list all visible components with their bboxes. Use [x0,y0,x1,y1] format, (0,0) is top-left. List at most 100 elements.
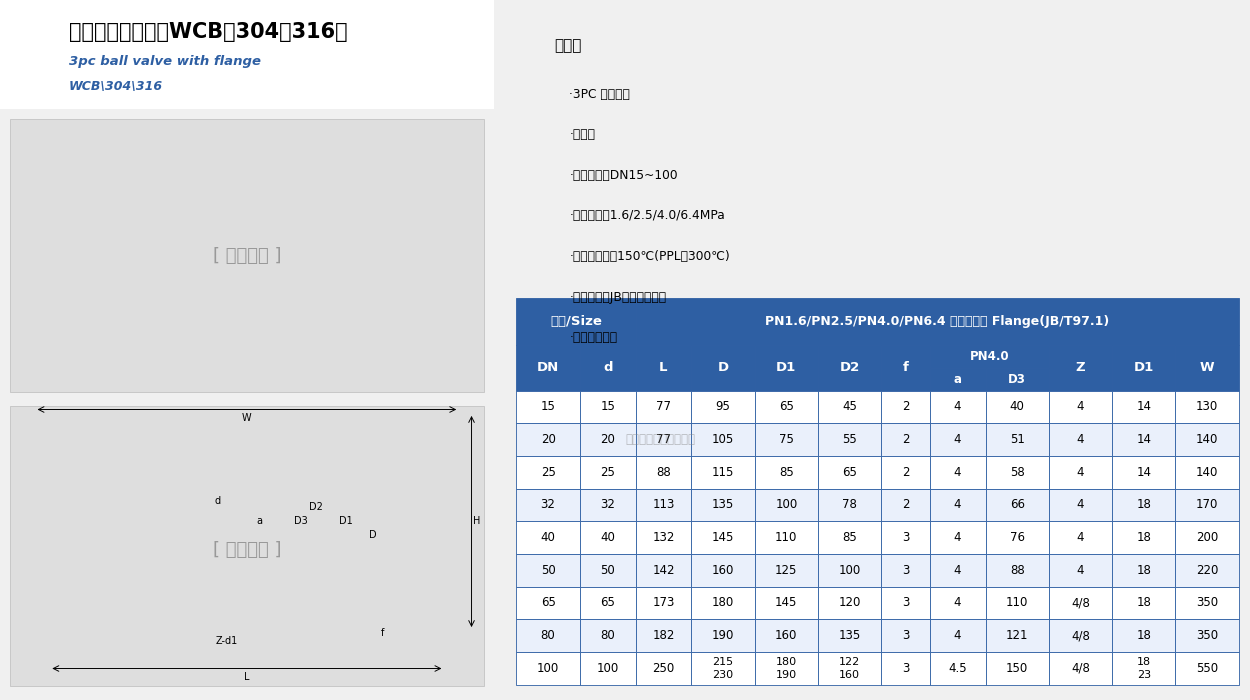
Text: 121: 121 [1006,629,1029,642]
Text: 3: 3 [901,531,909,544]
Text: 15: 15 [600,400,615,414]
Text: 14: 14 [1136,400,1151,414]
Text: 4: 4 [1076,433,1084,446]
Bar [1175,554,1239,587]
Bar [1175,391,1239,424]
Bar [635,345,691,391]
Text: 4: 4 [954,466,961,479]
Bar [1049,554,1112,587]
Bar [580,391,635,424]
Text: 45: 45 [842,400,858,414]
Text: 特点：: 特点： [554,38,581,53]
Bar [930,522,985,554]
Text: a: a [954,372,961,386]
Bar [1049,345,1112,391]
Bar [580,345,635,391]
Text: 4: 4 [1076,400,1084,414]
Text: 三片式法兰球阀（WCB、304、316）: 三片式法兰球阀（WCB、304、316） [69,22,348,41]
Text: 145: 145 [711,531,734,544]
Text: 140: 140 [1196,466,1219,479]
Text: ·法兰标准按JB，也可按美标: ·法兰标准按JB，也可按美标 [570,290,666,304]
Text: 150: 150 [1006,662,1029,675]
Bar [755,345,818,391]
Bar [818,620,881,652]
Bar [691,391,755,424]
Bar [635,652,691,685]
Bar [818,587,881,620]
Bar [930,620,985,652]
Bar [635,456,691,489]
Bar [881,620,930,652]
Bar [818,456,881,489]
Bar [930,391,985,424]
Text: 100: 100 [839,564,861,577]
Bar [10,406,484,686]
Text: 40: 40 [600,531,615,544]
Text: [ 技术图纸 ]: [ 技术图纸 ] [213,540,281,559]
Text: 550: 550 [1196,662,1218,675]
Bar [516,620,580,652]
Text: 230: 230 [712,670,734,680]
Text: D1: D1 [339,517,352,526]
Text: 4: 4 [1076,466,1084,479]
Bar [0,0,494,108]
Bar [1175,345,1239,391]
Text: 4.5: 4.5 [949,662,968,675]
Text: 25: 25 [541,466,555,479]
Text: 51: 51 [1010,433,1025,446]
Text: 4: 4 [954,629,961,642]
Text: 25: 25 [600,466,615,479]
Bar [930,368,985,391]
Bar [1049,489,1112,522]
Bar [691,652,755,685]
Text: D2: D2 [309,503,322,512]
Bar [516,522,580,554]
Bar [580,620,635,652]
Text: 18: 18 [1136,596,1151,610]
Bar [580,456,635,489]
Text: 135: 135 [839,629,861,642]
Text: 77: 77 [656,400,671,414]
Bar [1175,522,1239,554]
Text: D: D [369,531,376,540]
Bar [881,345,930,391]
Text: 350: 350 [1196,596,1218,610]
Bar [1175,587,1239,620]
Bar [930,587,985,620]
Text: 140: 140 [1196,433,1219,446]
Bar [635,424,691,456]
Bar [930,554,985,587]
Text: D3: D3 [1009,372,1026,386]
Text: 95: 95 [715,400,730,414]
Bar [635,298,1239,345]
Text: ·3PC 结构设计: ·3PC 结构设计 [570,88,630,101]
Bar [985,554,1049,587]
Text: D1: D1 [776,361,796,374]
Bar [691,587,755,620]
Bar [818,522,881,554]
Text: 65: 65 [600,596,615,610]
Bar [1175,620,1239,652]
Text: 182: 182 [652,629,675,642]
Bar [985,652,1049,685]
Text: 4: 4 [954,531,961,544]
Bar [818,489,881,522]
Text: 32: 32 [541,498,555,512]
Bar [755,391,818,424]
Text: 200: 200 [1196,531,1219,544]
Text: H: H [472,517,480,526]
Text: 32: 32 [600,498,615,512]
Bar [516,554,580,587]
Text: 65: 65 [842,466,858,479]
Text: 20: 20 [541,433,555,446]
Bar [1049,652,1112,685]
Bar [818,424,881,456]
Text: f: f [381,629,384,638]
Text: 130: 130 [1196,400,1219,414]
Bar [985,391,1049,424]
Text: 190: 190 [711,629,734,642]
Text: 80: 80 [600,629,615,642]
Bar [1112,345,1175,391]
Text: L: L [244,672,250,682]
Bar [580,652,635,685]
